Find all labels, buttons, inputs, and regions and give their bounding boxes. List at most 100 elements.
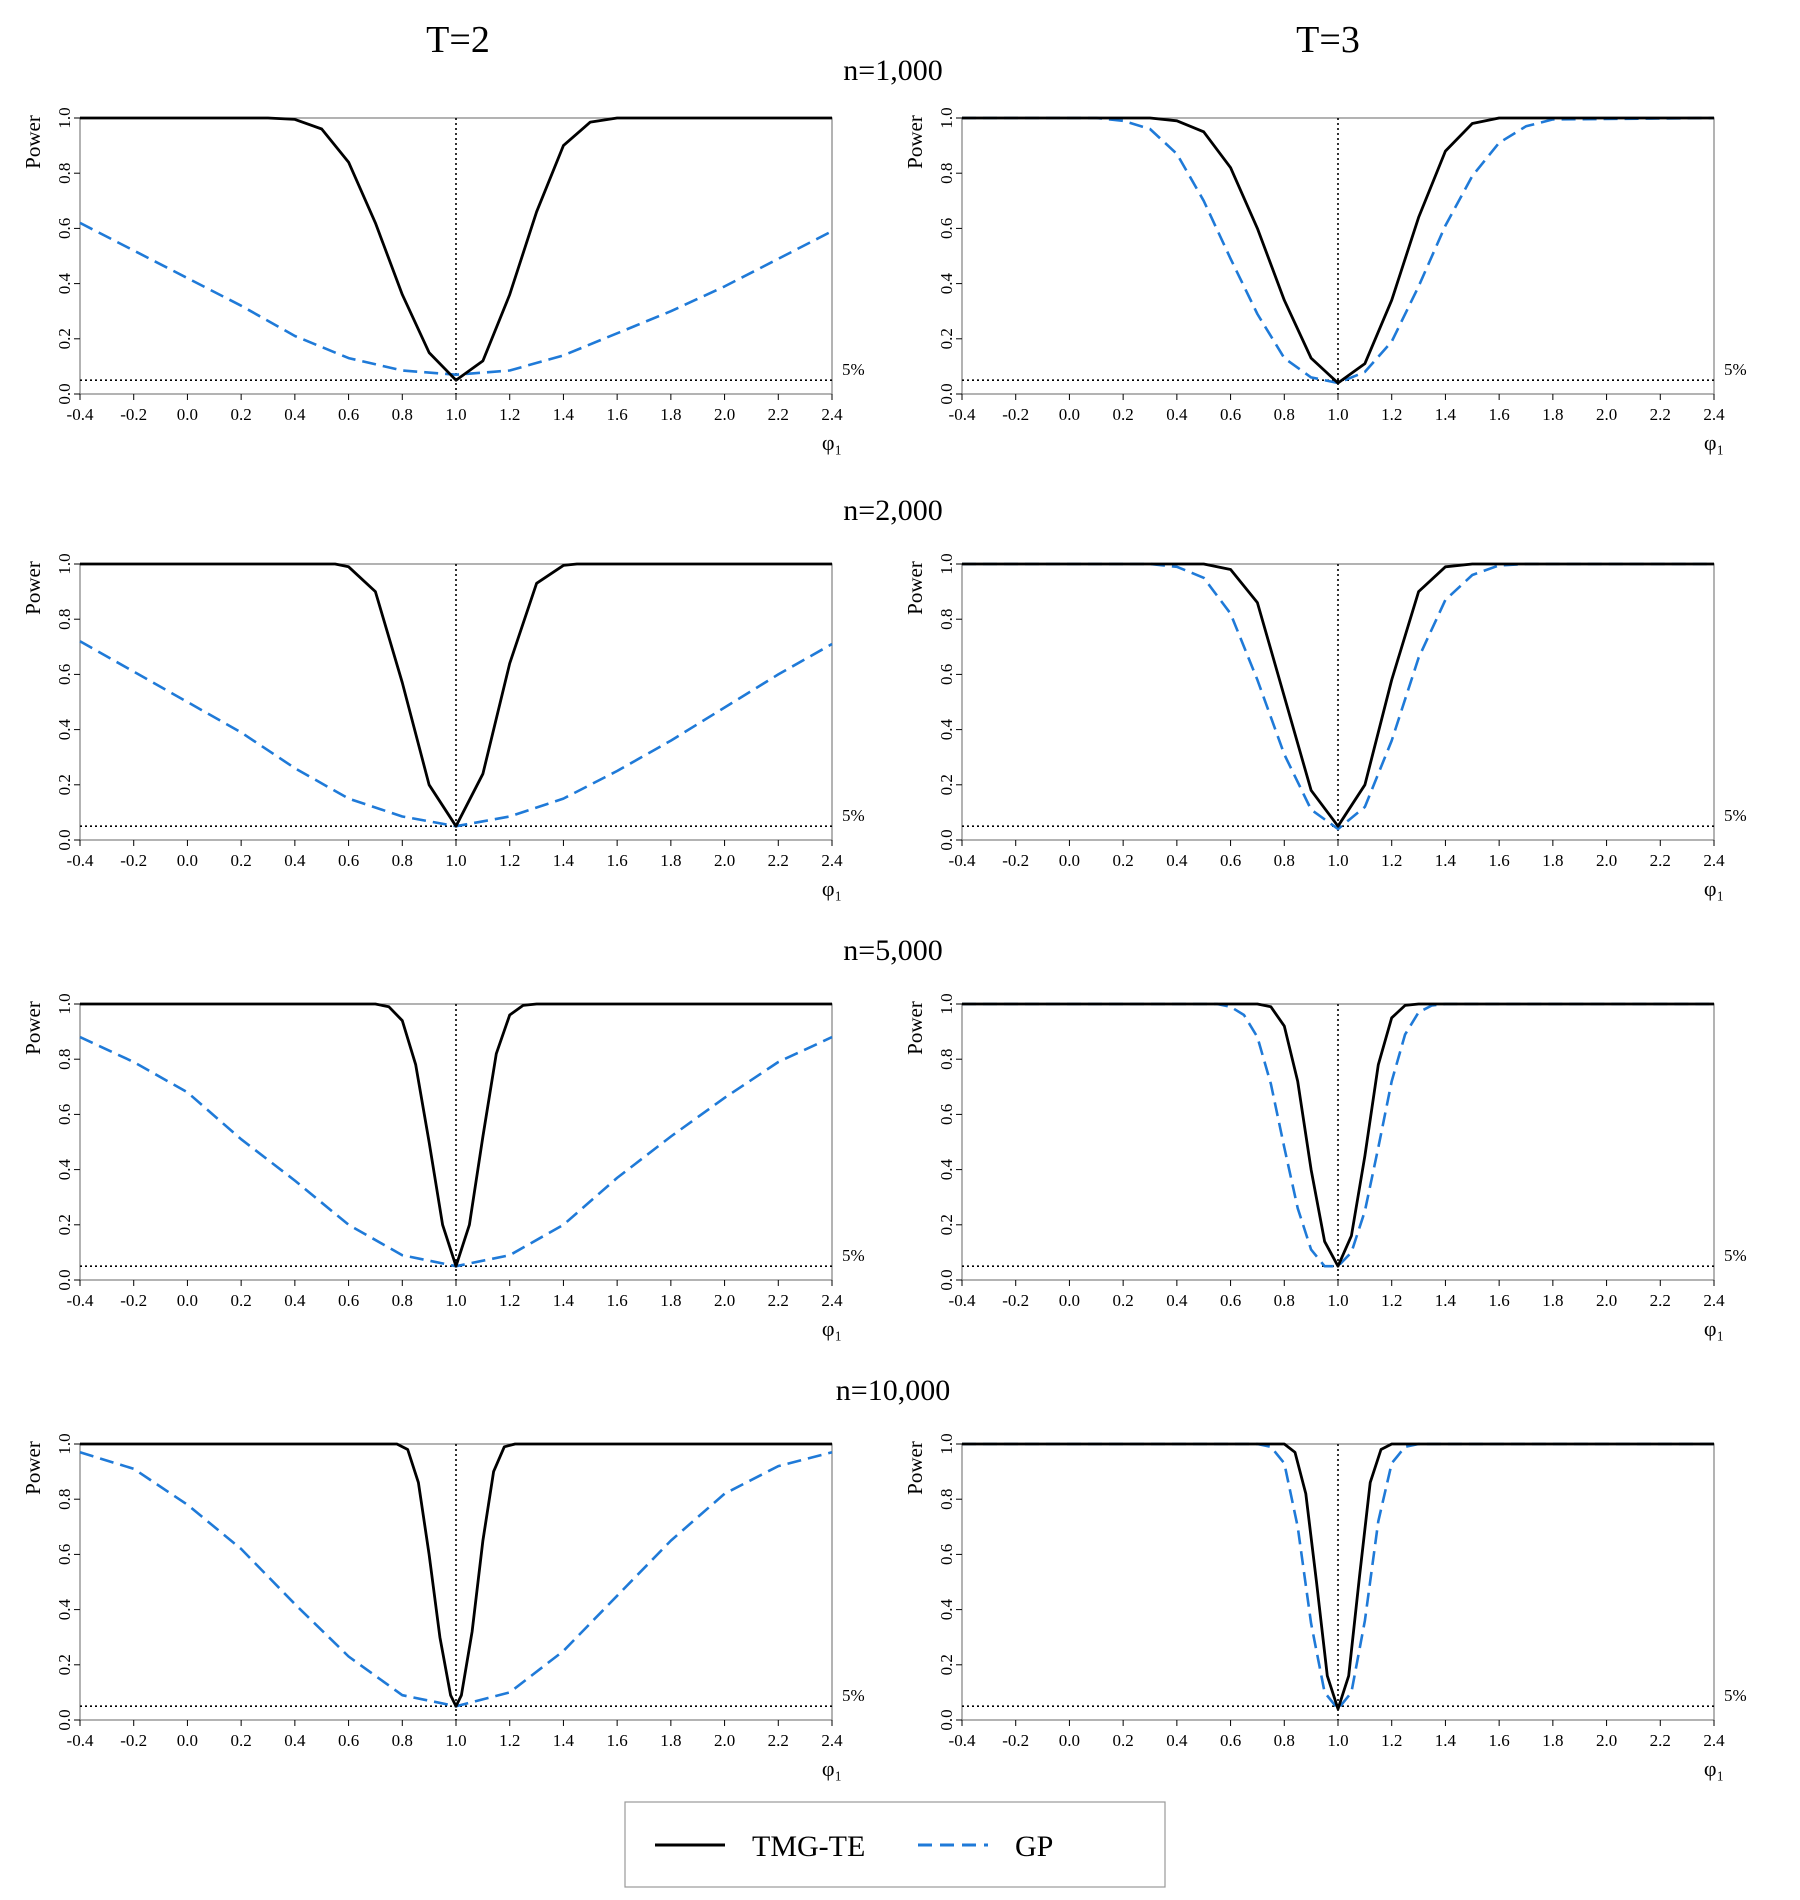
series-line-tmg-te [962,1442,1714,1711]
y-tick-label: 0.4 [55,1598,74,1620]
x-tick-label: 1.6 [607,1291,628,1310]
x-tick-label: -0.4 [949,1291,976,1310]
chart-panel: 5% -0.4 -0.2 0.0 0.2 0.4 0.6 0.8 1.0 1.2 1.4 1.6 1.8… [21,553,865,901]
x-tick-label: 2.4 [1703,1731,1725,1750]
chart-panel: 5% -0.4 -0.2 0.0 0.2 0.4 0.6 0.8 1.0 1.2 1.4 1.6 1.8… [903,107,1747,455]
row-title-n10000: n=10,000 [836,1374,950,1407]
y-tick-label: 1.0 [937,1433,956,1454]
x-tick-label: 0.2 [231,1291,252,1310]
x-tick-label: 1.4 [1435,851,1457,870]
reference-label-5pct: 5% [1724,806,1747,825]
y-tick-label: 0.6 [937,664,956,685]
x-tick-label: 0.2 [231,1731,252,1750]
y-tick-label: 1.0 [937,107,956,128]
chart-panel: 5% -0.4 -0.2 0.0 0.2 0.4 0.6 0.8 1.0 1.2 1.4 1.6 1.8… [903,553,1747,901]
x-tick-label: 2.2 [768,1731,789,1750]
x-tick-label: 1.0 [1327,1731,1348,1750]
x-tick-label: 0.4 [284,1731,306,1750]
y-axis-label: Power [21,1441,45,1495]
x-tick-label: -0.2 [1002,405,1029,424]
x-tick-label: -0.2 [120,1731,147,1750]
y-tick-label: 0.2 [937,328,956,349]
x-tick-label: 1.0 [1327,405,1348,424]
x-tick-label: 1.4 [553,1731,575,1750]
y-tick-label: 0.2 [55,328,74,349]
x-tick-label: 0.2 [1113,1731,1134,1750]
y-tick-label: 0.4 [937,1158,956,1180]
x-tick-label: 0.0 [1059,851,1080,870]
x-tick-label: 1.2 [499,1731,520,1750]
y-tick-label: 1.0 [55,107,74,128]
x-tick-label: 0.6 [1220,405,1241,424]
x-axis-label: φ₁ [822,1756,842,1781]
x-tick-label: 0.4 [284,1291,306,1310]
x-tick-label: 0.4 [1166,1731,1188,1750]
x-tick-label: -0.2 [120,405,147,424]
x-tick-label: 1.8 [660,1291,681,1310]
x-tick-label: 1.4 [1435,405,1457,424]
x-tick-label: 2.2 [768,1291,789,1310]
x-tick-label: 0.4 [284,851,306,870]
x-tick-label: 1.2 [1381,851,1402,870]
x-tick-label: 0.0 [1059,405,1080,424]
x-tick-label: -0.2 [1002,1291,1029,1310]
y-axis-label: Power [903,1001,927,1055]
x-tick-label: 0.4 [1166,1291,1188,1310]
series-line-tmg-te [80,116,832,382]
x-tick-label: 1.6 [607,851,628,870]
x-tick-label: 1.8 [1542,851,1563,870]
x-tick-label: 2.4 [1703,405,1725,424]
x-tick-label: 1.8 [1542,1731,1563,1750]
x-tick-label: 0.6 [338,851,359,870]
reference-label-5pct: 5% [1724,1246,1747,1265]
y-axis-label: Power [903,561,927,615]
y-tick-label: 0.2 [937,1654,956,1675]
x-tick-label: 2.2 [768,405,789,424]
y-tick-label: 0.4 [55,1158,74,1180]
chart-panel: 5% -0.4 -0.2 0.0 0.2 0.4 0.6 0.8 1.0 1.2 1.4 1.6 1.8… [21,993,865,1341]
y-axis-label: Power [903,1441,927,1495]
x-tick-label: 1.4 [553,405,575,424]
y-tick-label: 1.0 [937,993,956,1014]
y-axis-label: Power [21,561,45,615]
x-tick-label: 0.0 [177,405,198,424]
x-tick-label: 0.2 [1113,1291,1134,1310]
x-tick-label: 1.4 [553,851,575,870]
x-tick-label: 0.4 [1166,405,1188,424]
y-tick-label: 0.8 [937,163,956,184]
series-line-gp [962,1002,1714,1268]
y-tick-label: 0.6 [937,218,956,239]
reference-label-5pct: 5% [842,360,865,379]
x-tick-label: 2.0 [1596,405,1617,424]
x-tick-label: 0.0 [177,1291,198,1310]
x-tick-label: 1.4 [1435,1731,1457,1750]
x-tick-label: 2.4 [821,1291,843,1310]
x-tick-label: 0.6 [338,405,359,424]
y-tick-label: 0.8 [937,1049,956,1070]
x-tick-label: 2.0 [714,1731,735,1750]
x-tick-label: 0.8 [1274,405,1295,424]
reference-label-5pct: 5% [842,1686,865,1705]
row-title-n5000: n=5,000 [843,934,942,967]
x-axis-label: φ₁ [822,876,842,901]
column-title-t2: T=2 [426,19,490,61]
x-tick-label: 0.0 [177,1731,198,1750]
x-tick-label: 1.0 [1327,1291,1348,1310]
x-tick-label: 1.0 [445,1291,466,1310]
series-line-gp [79,1035,833,1268]
reference-label-5pct: 5% [1724,1686,1747,1705]
y-tick-label: 0.8 [55,163,74,184]
x-tick-label: 0.2 [231,405,252,424]
x-tick-label: 1.0 [1327,851,1348,870]
series-line-tmg-te [962,116,1714,385]
y-tick-label: 0.2 [55,1214,74,1235]
x-tick-label: -0.2 [120,1291,147,1310]
y-tick-label: 0.4 [55,718,74,740]
x-tick-label: 0.2 [231,851,252,870]
y-tick-label: 0.8 [55,1489,74,1510]
x-tick-label: 0.0 [177,851,198,870]
y-tick-label: 0.8 [937,1489,956,1510]
x-tick-label: 1.2 [1381,1291,1402,1310]
x-tick-label: 0.8 [1274,851,1295,870]
